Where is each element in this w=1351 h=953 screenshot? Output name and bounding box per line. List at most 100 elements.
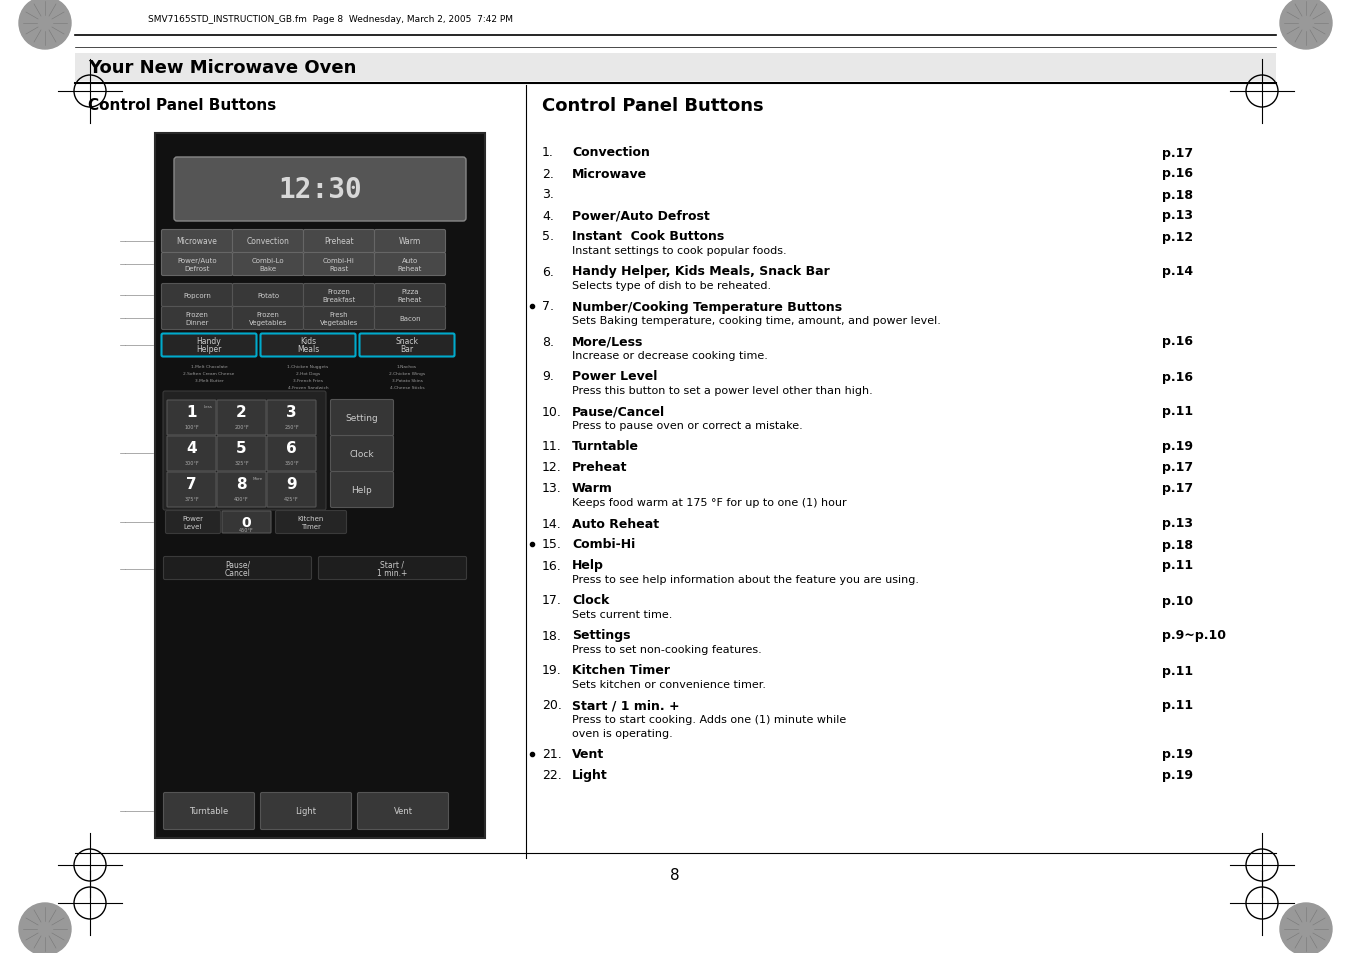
Text: Help: Help (351, 485, 373, 495)
Text: Selects type of dish to be reheated.: Selects type of dish to be reheated. (571, 281, 771, 291)
Text: 12.: 12. (542, 461, 562, 474)
Text: Warm: Warm (571, 482, 613, 495)
Text: Frozen: Frozen (185, 312, 208, 317)
Text: Clock: Clock (350, 450, 374, 458)
Text: Combi-Hi: Combi-Hi (571, 537, 635, 551)
Text: Control Panel Buttons: Control Panel Buttons (542, 97, 763, 115)
Text: Press to start cooking. Adds one (1) minute while: Press to start cooking. Adds one (1) min… (571, 714, 846, 724)
Text: 3.: 3. (542, 189, 554, 201)
Text: p.11: p.11 (1162, 405, 1193, 418)
Circle shape (19, 0, 72, 50)
FancyBboxPatch shape (232, 284, 304, 307)
FancyBboxPatch shape (218, 400, 266, 436)
FancyBboxPatch shape (162, 307, 232, 330)
Text: 15.: 15. (542, 537, 562, 551)
Text: 22.: 22. (542, 769, 562, 781)
Text: Vegetables: Vegetables (320, 319, 358, 326)
FancyBboxPatch shape (232, 253, 304, 276)
Text: Timer: Timer (301, 523, 322, 530)
Text: 0: 0 (242, 516, 251, 530)
Text: Power/Auto Defrost: Power/Auto Defrost (571, 210, 709, 222)
Text: 2.Soften Cream Cheese: 2.Soften Cream Cheese (184, 372, 235, 375)
Text: Power/Auto: Power/Auto (177, 257, 216, 264)
FancyBboxPatch shape (331, 400, 393, 436)
Text: p.19: p.19 (1162, 769, 1193, 781)
Text: Kitchen: Kitchen (297, 516, 324, 521)
Text: Combi-Hi: Combi-Hi (323, 257, 355, 264)
Text: Bar: Bar (400, 345, 413, 355)
FancyBboxPatch shape (174, 158, 466, 222)
FancyBboxPatch shape (162, 253, 232, 276)
Text: Less: Less (204, 404, 212, 409)
Text: Combi-Lo: Combi-Lo (251, 257, 284, 264)
Text: p.18: p.18 (1162, 189, 1193, 201)
Text: Potato: Potato (257, 293, 280, 298)
Text: 13.: 13. (542, 482, 562, 495)
Text: Clock: Clock (571, 594, 609, 607)
Text: 19.: 19. (542, 664, 562, 677)
Text: 3.Potato Skins: 3.Potato Skins (392, 378, 423, 382)
Text: 18.: 18. (542, 629, 562, 641)
Text: 10.: 10. (542, 405, 562, 418)
Text: 350°F: 350°F (284, 460, 299, 466)
Text: 14.: 14. (542, 517, 562, 530)
Text: Convection: Convection (247, 237, 289, 246)
Text: Defrost: Defrost (184, 266, 209, 272)
Text: Pause/Cancel: Pause/Cancel (571, 405, 665, 418)
Text: 4.: 4. (542, 210, 554, 222)
Text: 425°F: 425°F (284, 497, 299, 501)
FancyBboxPatch shape (222, 512, 272, 534)
Text: Cancel: Cancel (224, 568, 250, 577)
Text: Instant settings to cook popular foods.: Instant settings to cook popular foods. (571, 246, 786, 255)
FancyBboxPatch shape (163, 793, 254, 830)
Text: 100°F: 100°F (184, 425, 199, 430)
Text: Vent: Vent (571, 748, 604, 760)
Text: 12:30: 12:30 (278, 175, 362, 204)
FancyBboxPatch shape (358, 793, 449, 830)
FancyBboxPatch shape (374, 307, 446, 330)
Text: Instant  Cook Buttons: Instant Cook Buttons (571, 231, 724, 243)
Text: Auto Reheat: Auto Reheat (571, 517, 659, 530)
Text: Dinner: Dinner (185, 319, 208, 326)
Text: Reheat: Reheat (397, 296, 422, 303)
Text: 4.Frozen Sandwich: 4.Frozen Sandwich (288, 386, 328, 390)
Text: Level: Level (184, 523, 203, 530)
FancyBboxPatch shape (331, 472, 393, 508)
FancyBboxPatch shape (166, 511, 220, 534)
FancyBboxPatch shape (162, 231, 232, 253)
Text: 2.: 2. (542, 168, 554, 180)
FancyBboxPatch shape (267, 473, 316, 507)
Text: Kitchen Timer: Kitchen Timer (571, 664, 670, 677)
FancyBboxPatch shape (261, 793, 351, 830)
Text: p.18: p.18 (1162, 537, 1193, 551)
Text: Settings: Settings (571, 629, 631, 641)
Text: 2: 2 (236, 405, 247, 419)
Text: Vegetables: Vegetables (249, 319, 288, 326)
Text: 11.: 11. (542, 440, 562, 453)
Text: Turntable: Turntable (571, 440, 639, 453)
Text: p.10: p.10 (1162, 594, 1193, 607)
Text: Light: Light (296, 806, 316, 816)
Text: Snack: Snack (396, 337, 419, 346)
FancyBboxPatch shape (155, 133, 485, 838)
FancyBboxPatch shape (76, 54, 1275, 82)
FancyBboxPatch shape (374, 253, 446, 276)
Text: p.11: p.11 (1162, 699, 1193, 712)
Text: 17.: 17. (542, 594, 562, 607)
Text: Kids: Kids (300, 337, 316, 346)
Text: 300°F: 300°F (184, 460, 199, 466)
FancyBboxPatch shape (267, 400, 316, 436)
Text: 4: 4 (186, 440, 197, 456)
Text: 5.: 5. (542, 231, 554, 243)
Text: p.17: p.17 (1162, 147, 1193, 159)
Text: p.16: p.16 (1162, 335, 1193, 348)
Text: Roast: Roast (330, 266, 349, 272)
Text: Help: Help (571, 558, 604, 572)
Text: Turntable: Turntable (189, 806, 228, 816)
Text: 325°F: 325°F (234, 460, 249, 466)
Circle shape (19, 903, 72, 953)
Text: Light: Light (571, 769, 608, 781)
Text: 200°F: 200°F (234, 425, 249, 430)
FancyBboxPatch shape (168, 473, 216, 507)
Text: Reheat: Reheat (397, 266, 422, 272)
